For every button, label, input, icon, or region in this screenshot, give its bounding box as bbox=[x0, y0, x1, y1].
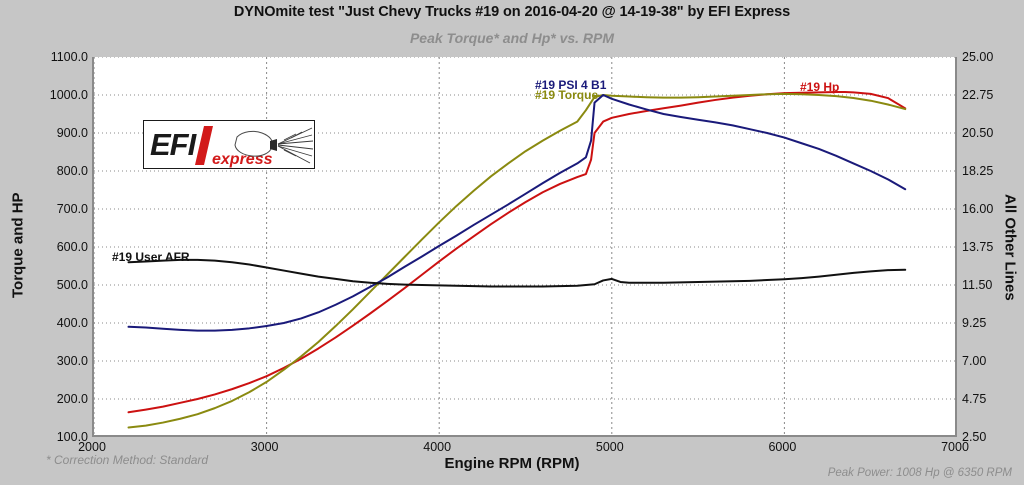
x-tick-label: 5000 bbox=[595, 440, 624, 454]
peak-power-note: Peak Power: 1008 Hp @ 6350 RPM bbox=[827, 467, 1012, 479]
y-axis-left-title: Torque and HP bbox=[9, 192, 27, 298]
y-left-tick-label: 100.0 bbox=[56, 430, 88, 444]
y-left-tick-label: 300.0 bbox=[56, 354, 88, 368]
y-axis-right-spine bbox=[955, 57, 957, 437]
x-tick-label: 3000 bbox=[250, 440, 279, 454]
page-subtitle: Peak Torque* and Hp* vs. RPM bbox=[409, 30, 615, 46]
y-right-tick-label: 16.00 bbox=[962, 202, 994, 216]
y-left-tick-label: 600.0 bbox=[56, 240, 88, 254]
y-right-tick-label: 4.75 bbox=[962, 392, 987, 406]
plot-svg bbox=[94, 57, 957, 437]
y-left-tick-label: 700.0 bbox=[56, 202, 88, 216]
series-line-2[interactable] bbox=[127, 94, 907, 332]
logo-nozzle-icon bbox=[234, 130, 273, 157]
y-right-tick-label: 11.50 bbox=[962, 278, 993, 292]
plot-area[interactable] bbox=[92, 57, 957, 437]
series-label-0: #19 Hp bbox=[800, 80, 840, 94]
y-left-tick-label: 500.0 bbox=[56, 278, 88, 292]
logo-efi-text: EFI bbox=[150, 127, 198, 162]
series-label-1: #19 Torque bbox=[535, 88, 599, 102]
y-left-tick-label: 800.0 bbox=[56, 164, 88, 178]
x-axis-title: Engine RPM (RPM) bbox=[444, 455, 580, 472]
y-right-tick-label: 25.00 bbox=[962, 50, 994, 64]
logo-nozzle-tip-icon bbox=[270, 139, 277, 151]
grid-lines bbox=[94, 57, 957, 437]
y-axis-right-title: All Other Lines bbox=[1001, 194, 1019, 301]
y-right-tick-label: 20.50 bbox=[962, 126, 994, 140]
page-title: DYNOmite test "Just Chevy Trucks #19 on … bbox=[233, 4, 791, 20]
y-left-tick-label: 1100.0 bbox=[50, 50, 88, 64]
y-right-tick-label: 9.25 bbox=[962, 316, 987, 330]
series-label-2: #19 PSI 4 B1 bbox=[535, 78, 607, 92]
y-left-tick-label: 900.0 bbox=[56, 126, 88, 140]
y-left-tick-label: 400.0 bbox=[56, 316, 88, 330]
y-right-tick-label: 2.50 bbox=[962, 430, 987, 444]
logo-graphic: EFI express bbox=[150, 126, 314, 168]
series-label-3: #19 User AFR bbox=[112, 250, 190, 264]
x-tick-label: 2000 bbox=[78, 440, 106, 454]
y-right-tick-label: 22.75 bbox=[962, 88, 994, 102]
y-left-tick-label: 1000.0 bbox=[49, 88, 88, 102]
logo-spray-icon bbox=[277, 127, 314, 164]
correction-method-note: * Correction Method: Standard bbox=[46, 453, 209, 467]
y-right-tick-label: 18.25 bbox=[962, 164, 994, 178]
efi-express-logo: EFI express bbox=[143, 120, 315, 169]
logo-red-bar bbox=[195, 126, 213, 165]
x-tick-label: 4000 bbox=[423, 440, 452, 454]
y-right-tick-label: 13.75 bbox=[962, 240, 994, 254]
x-tick-label: 6000 bbox=[768, 440, 797, 454]
y-right-tick-label: 7.00 bbox=[962, 354, 987, 368]
series-line-3[interactable] bbox=[127, 258, 907, 288]
x-tick-label: 7000 bbox=[941, 440, 969, 454]
y-left-tick-label: 200.0 bbox=[56, 392, 88, 406]
series-line-1[interactable] bbox=[127, 92, 907, 429]
